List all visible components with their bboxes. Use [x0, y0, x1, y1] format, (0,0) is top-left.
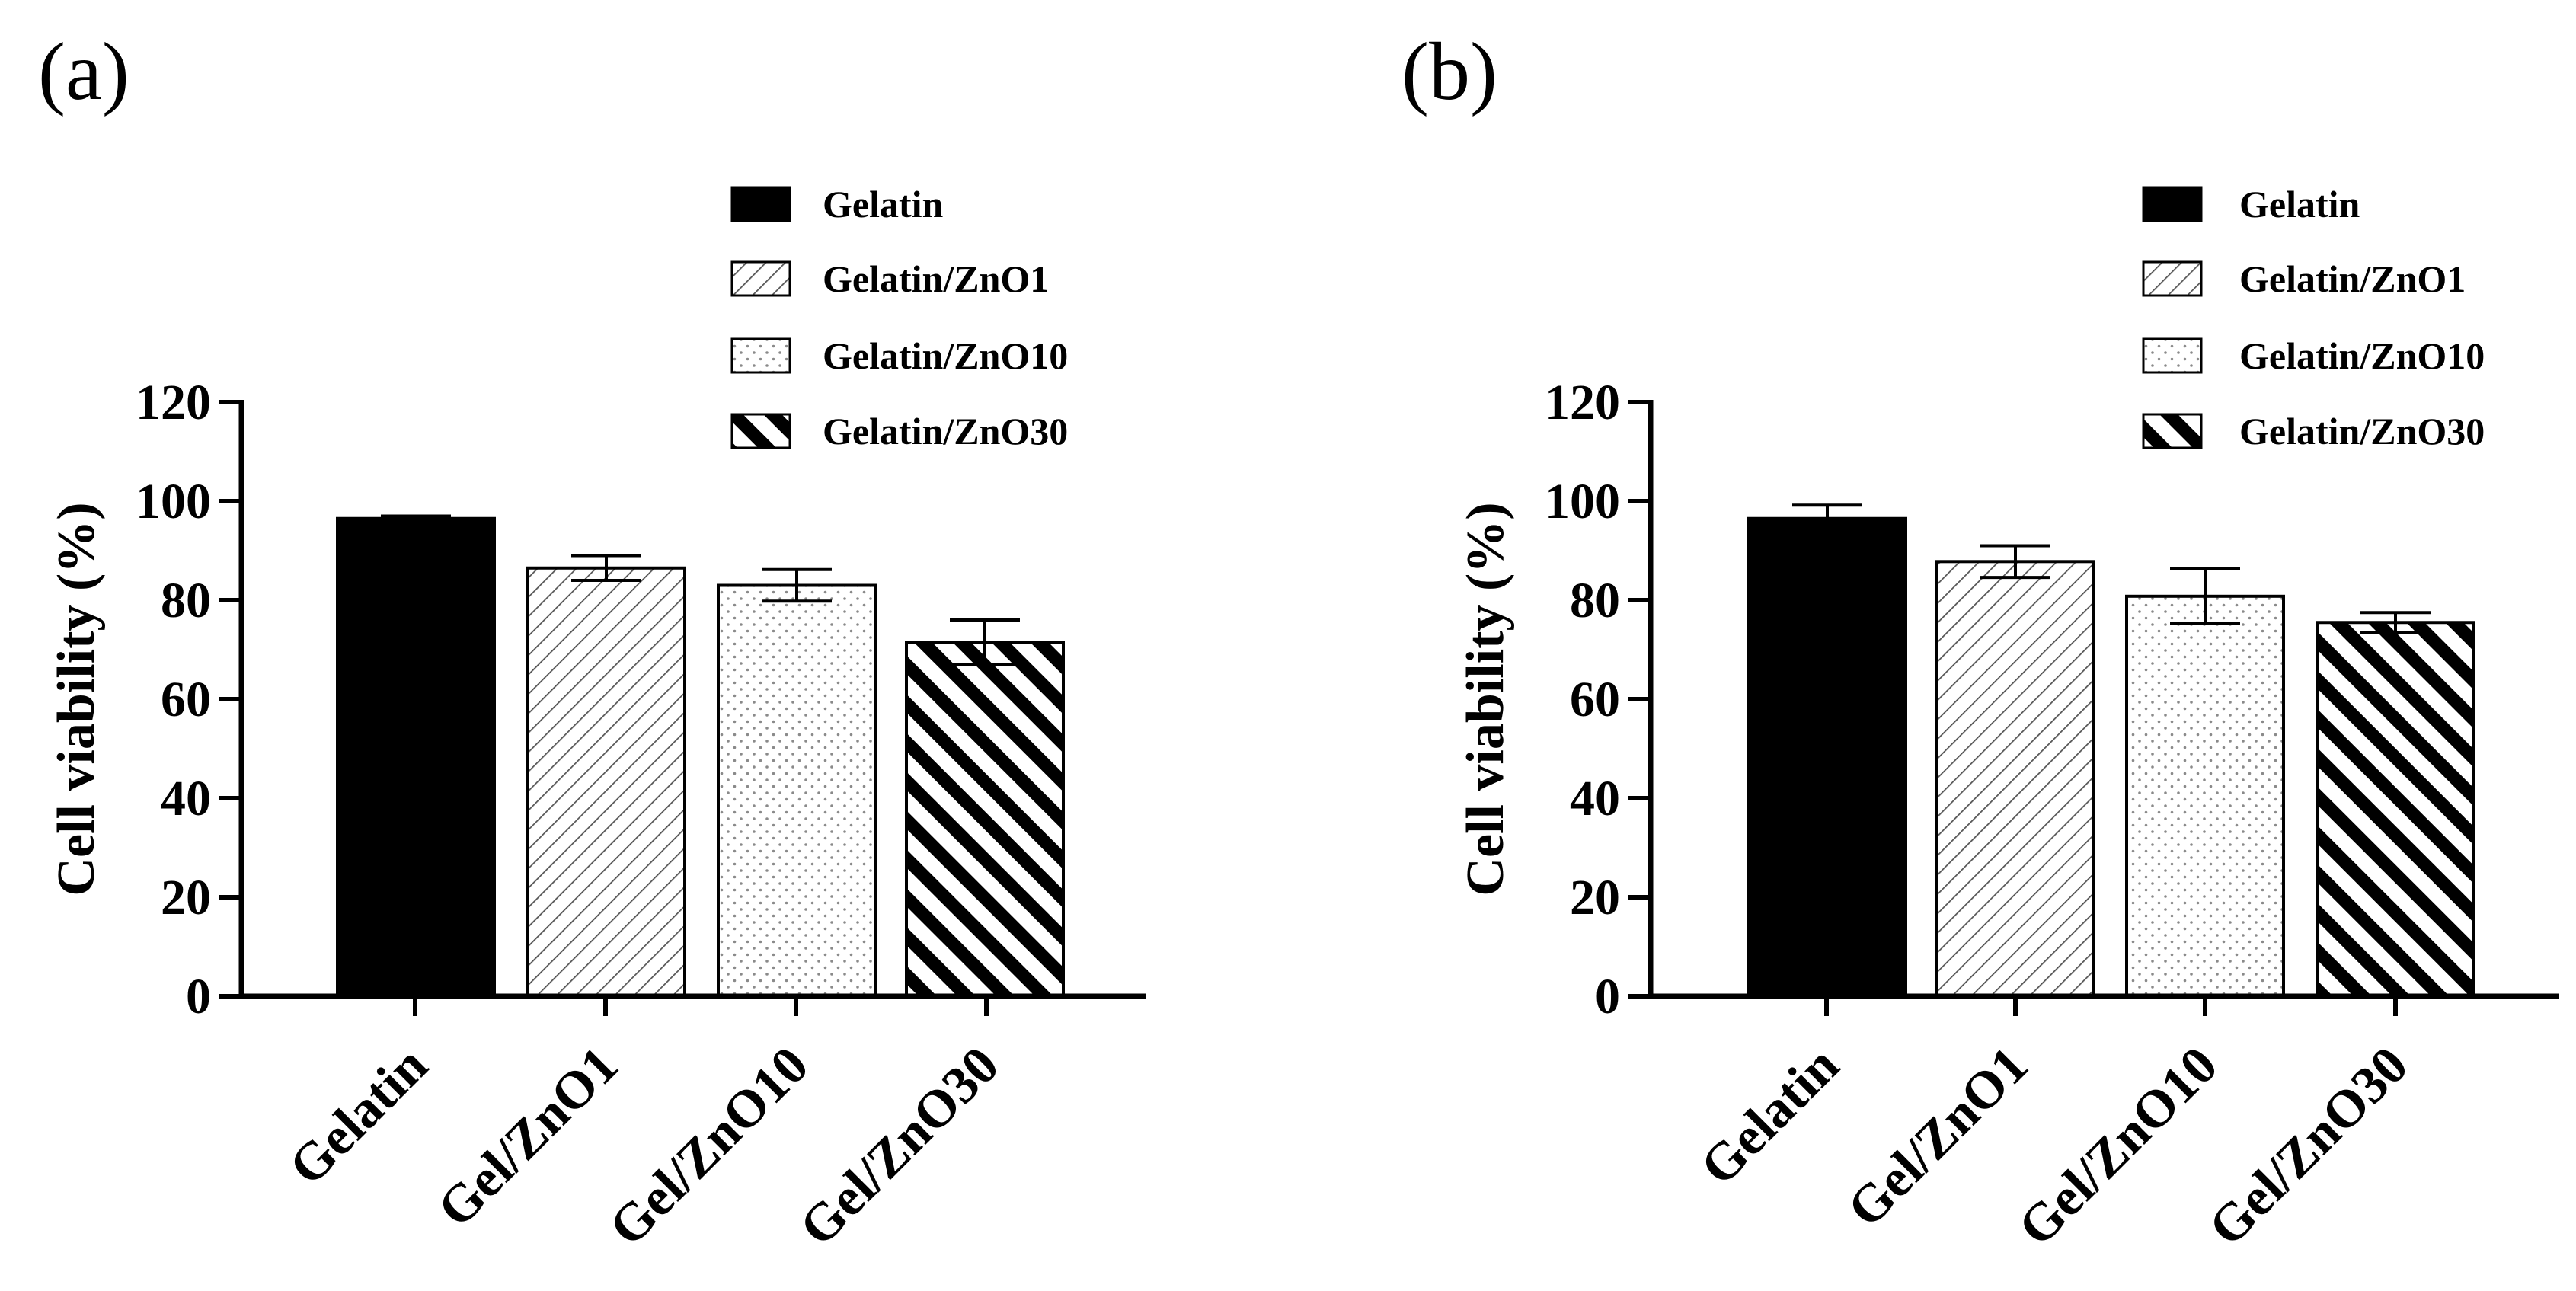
legend-label: Gelatin/ZnO1	[823, 257, 1049, 300]
x-tick-label: Gel/ZnO10	[2007, 1036, 2229, 1257]
y-tick-label: 40	[1570, 771, 1620, 826]
panel-label: (b)	[1401, 27, 1497, 117]
legend-swatch	[2142, 337, 2203, 374]
y-tick-label: 60	[1570, 672, 1620, 727]
y-tick-label: 60	[161, 672, 211, 727]
legend-swatch	[2142, 186, 2203, 222]
legend-swatch	[2142, 413, 2203, 449]
bar-gel-zno1	[526, 566, 686, 998]
bar-gel-zno10	[717, 583, 877, 998]
y-tick-label: 120	[1545, 375, 1620, 430]
legend-label: Gelatin	[2239, 183, 2360, 225]
y-tick-label: 80	[161, 573, 211, 628]
bar-gel-zno1	[1935, 560, 2095, 998]
bar-gel-zno30	[2316, 621, 2475, 998]
legend-label: Gelatin/ZnO10	[2239, 334, 2485, 377]
y-tick-label: 20	[161, 870, 211, 925]
legend-label: Gelatin/ZnO1	[2239, 257, 2466, 300]
y-tick-label: 80	[1570, 573, 1620, 628]
legend-label: Gelatin/ZnO30	[823, 410, 1068, 452]
x-tick-label: Gel/ZnO1	[427, 1036, 629, 1238]
legend-label: Gelatin/ZnO10	[823, 334, 1068, 377]
x-tick-label: Gel/ZnO1	[1836, 1036, 2039, 1238]
y-axis-title: Cell viability (%)	[1456, 502, 1515, 896]
x-tick-label: Gel/ZnO10	[598, 1036, 820, 1257]
y-tick-label: 120	[136, 375, 211, 430]
legend-swatch	[730, 260, 791, 297]
legend-swatch	[2142, 260, 2203, 297]
y-tick-label: 0	[1595, 969, 1620, 1024]
y-tick-label: 20	[1570, 870, 1620, 925]
panel-label: (a)	[38, 27, 129, 117]
bar-gelatin	[336, 516, 496, 998]
legend-label: Gelatin/ZnO30	[2239, 410, 2485, 452]
bar-gelatin	[1747, 516, 1907, 998]
y-tick-label: 100	[1545, 474, 1620, 529]
x-tick-label: Gel/ZnO30	[2197, 1036, 2419, 1257]
chart-panel-b: (b) Cell viability (%) 0 20 40 60 80 100 120 Gela…	[1401, 27, 2559, 1257]
x-tick-label: Gel/ZnO30	[788, 1036, 1010, 1257]
legend-swatch	[730, 413, 791, 449]
x-tick-label: Gelatin	[278, 1036, 439, 1197]
bar-gel-zno10	[2125, 594, 2285, 998]
x-tick-label: Gelatin	[1689, 1036, 1850, 1197]
legend-swatch	[730, 337, 791, 374]
y-tick-label: 0	[186, 969, 211, 1024]
y-axis-title: Cell viability (%)	[47, 502, 106, 896]
bar-gel-zno30	[905, 641, 1065, 998]
y-tick-label: 100	[136, 474, 211, 529]
legend-label: Gelatin	[823, 183, 944, 225]
legend-swatch	[730, 186, 791, 222]
legend: Gelatin Gelatin/ZnO1 Gelatin/ZnO10 Gelatin/…	[2142, 183, 2485, 452]
legend: Gelatin Gelatin/ZnO1 Gelatin/ZnO10 Gelatin/…	[730, 183, 1068, 452]
chart-panel-a: (a) Cell viability (%) 0 20 40 60 80 100 120 Gela…	[38, 27, 1146, 1257]
y-tick-label: 40	[161, 771, 211, 826]
